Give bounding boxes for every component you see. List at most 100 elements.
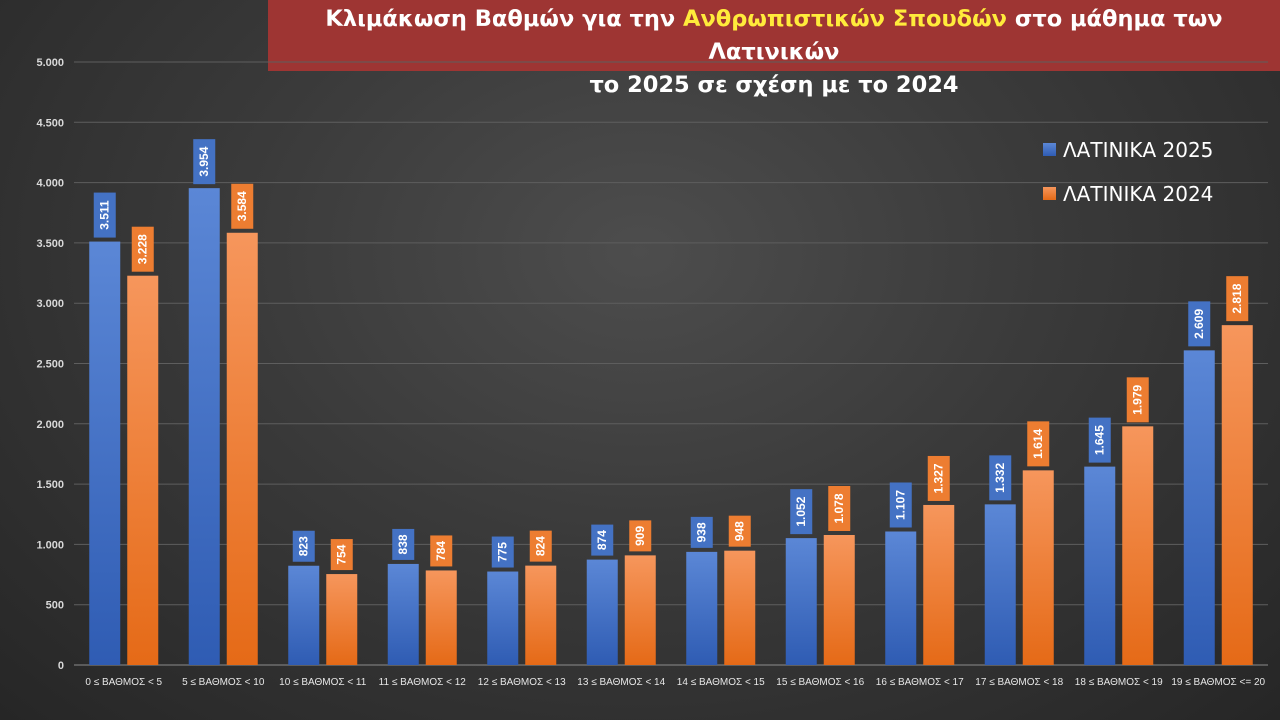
- title-line-2: το 2025 σε σχέση με το 2024: [589, 72, 959, 98]
- bar-2025: [387, 563, 419, 665]
- chart-title: Κλιμάκωση Βαθμών για την Ανθρωπιστικών Σ…: [268, 0, 1280, 98]
- y-tick-label: 4.500: [36, 117, 64, 129]
- x-tick-label: 15 ≤ ΒΑΘΜΟΣ < 16: [776, 677, 864, 688]
- data-label-box: [231, 183, 254, 229]
- data-label-box: [392, 528, 415, 560]
- legend-label: ΛΑΤΙΝΙΚΑ 2025: [1063, 138, 1213, 162]
- data-label: 1.078: [832, 493, 846, 523]
- x-tick-label: 0 ≤ ΒΑΘΜΟΣ < 5: [85, 677, 162, 688]
- data-label-box: [989, 455, 1012, 501]
- data-label: 2.818: [1230, 283, 1244, 313]
- data-label: 1.645: [1093, 425, 1107, 455]
- data-label: 3.511: [98, 200, 112, 230]
- y-axis-ticks: 0 500 1.000 1.500 2.000 2.500 3.000 3.500 4.000 4…: [36, 57, 64, 672]
- data-label-box: [1188, 301, 1211, 347]
- data-label-box: [690, 516, 713, 548]
- data-label: 823: [297, 536, 311, 556]
- data-label: 3.954: [197, 146, 211, 176]
- bar-2025: [984, 504, 1016, 665]
- x-tick-label: 14 ≤ ΒΑΘΜΟΣ < 15: [677, 677, 765, 688]
- y-tick-label: 3.500: [36, 238, 64, 250]
- bars: [89, 188, 1253, 666]
- bar-2024: [1022, 470, 1054, 665]
- data-labels: 3.511 3.228 3.954 3.584 823 754 838 784 775 824 87…: [93, 139, 1249, 571]
- data-label: 1.332: [993, 463, 1007, 493]
- data-label: 909: [633, 526, 647, 546]
- bar-2025: [188, 188, 220, 666]
- bar-2024: [624, 555, 656, 665]
- title-highlight: Ανθρωπιστικών Σπουδών: [683, 6, 1007, 32]
- data-label-box: [1027, 421, 1050, 467]
- data-label: 874: [595, 530, 609, 550]
- x-tick-label: 13 ≤ ΒΑΘΜΟΣ < 14: [577, 677, 665, 688]
- y-tick-label: 4.000: [36, 178, 64, 190]
- data-label: 775: [496, 542, 510, 562]
- data-label-box: [828, 485, 851, 531]
- title-suffix: στο μάθημα των Λατινικών: [708, 6, 1223, 65]
- bar-2024: [823, 534, 855, 665]
- data-label-box: [728, 515, 751, 547]
- data-label: 1.052: [794, 496, 808, 526]
- bar-2024: [226, 232, 258, 666]
- bar-2025: [785, 538, 817, 665]
- bar-2025: [89, 241, 121, 665]
- data-label-box: [629, 520, 652, 552]
- data-label: 1.614: [1031, 429, 1045, 459]
- x-tick-label: 18 ≤ ΒΑΘΜΟΣ < 19: [1075, 677, 1163, 688]
- y-tick-label: 5.000: [36, 57, 64, 69]
- bar-2025: [586, 559, 618, 665]
- data-label-box: [529, 530, 552, 562]
- bar-2024: [525, 565, 557, 665]
- bar-2025: [1084, 466, 1116, 665]
- bar-2025: [487, 571, 519, 665]
- title-prefix: Κλιμάκωση Βαθμών για την: [325, 6, 684, 32]
- bar-2025: [1183, 350, 1215, 665]
- bar-2024: [326, 574, 358, 665]
- legend-swatch: [1043, 187, 1056, 200]
- data-label: 3.584: [235, 191, 249, 221]
- y-tick-label: 0: [58, 660, 64, 672]
- y-tick-label: 1.000: [36, 539, 64, 551]
- data-label-box: [591, 524, 614, 556]
- y-tick-label: 2.500: [36, 359, 64, 371]
- y-tick-label: 500: [46, 600, 64, 612]
- data-label-box: [1226, 276, 1249, 322]
- x-tick-label: 5 ≤ ΒΑΘΜΟΣ < 10: [182, 677, 265, 688]
- bar-2025: [686, 551, 718, 665]
- data-label-box: [193, 139, 216, 185]
- data-label-box: [131, 226, 154, 272]
- data-label-box: [330, 539, 353, 571]
- data-label: 838: [396, 534, 410, 554]
- legend: ΛΑΤΙΝΙΚΑ 2025 ΛΑΤΙΝΙΚΑ 2024: [1043, 138, 1213, 206]
- data-label-box: [430, 535, 453, 567]
- bar-2024: [1221, 325, 1253, 665]
- data-label-box: [292, 530, 315, 562]
- data-label-box: [889, 482, 912, 528]
- legend-label: ΛΑΤΙΝΙΚΑ 2024: [1063, 182, 1213, 206]
- data-label-box: [790, 489, 813, 535]
- x-tick-label: 16 ≤ ΒΑΘΜΟΣ < 17: [876, 677, 964, 688]
- gridlines: [74, 61, 1268, 666]
- bar-2025: [288, 565, 320, 665]
- x-axis-labels: 0 ≤ ΒΑΘΜΟΣ < 5 5 ≤ ΒΑΘΜΟΣ < 10 10 ≤ ΒΑΘΜΟΣ…: [85, 677, 1265, 688]
- data-label: 2.609: [1192, 309, 1206, 339]
- x-tick-label: 11 ≤ ΒΑΘΜΟΣ < 12: [379, 677, 467, 688]
- bar-2024: [724, 550, 756, 665]
- data-label: 1.979: [1131, 384, 1145, 414]
- x-tick-label: 12 ≤ ΒΑΘΜΟΣ < 13: [478, 677, 566, 688]
- y-tick-label: 3.000: [36, 298, 64, 310]
- data-label: 754: [335, 544, 349, 564]
- data-label-box: [491, 536, 514, 568]
- legend-swatch: [1043, 143, 1056, 156]
- y-tick-label: 1.500: [36, 479, 64, 491]
- data-label-box: [1126, 377, 1149, 423]
- title-line-1: Κλιμάκωση Βαθμών για την Ανθρωπιστικών Σ…: [268, 3, 1280, 69]
- bar-2024: [425, 570, 457, 665]
- data-label: 784: [434, 541, 448, 561]
- data-label: 938: [695, 522, 709, 542]
- bar-2024: [1122, 426, 1154, 665]
- x-tick-label: 10 ≤ ΒΑΘΜΟΣ < 11: [279, 677, 367, 688]
- x-tick-label: 17 ≤ ΒΑΘΜΟΣ < 18: [975, 677, 1063, 688]
